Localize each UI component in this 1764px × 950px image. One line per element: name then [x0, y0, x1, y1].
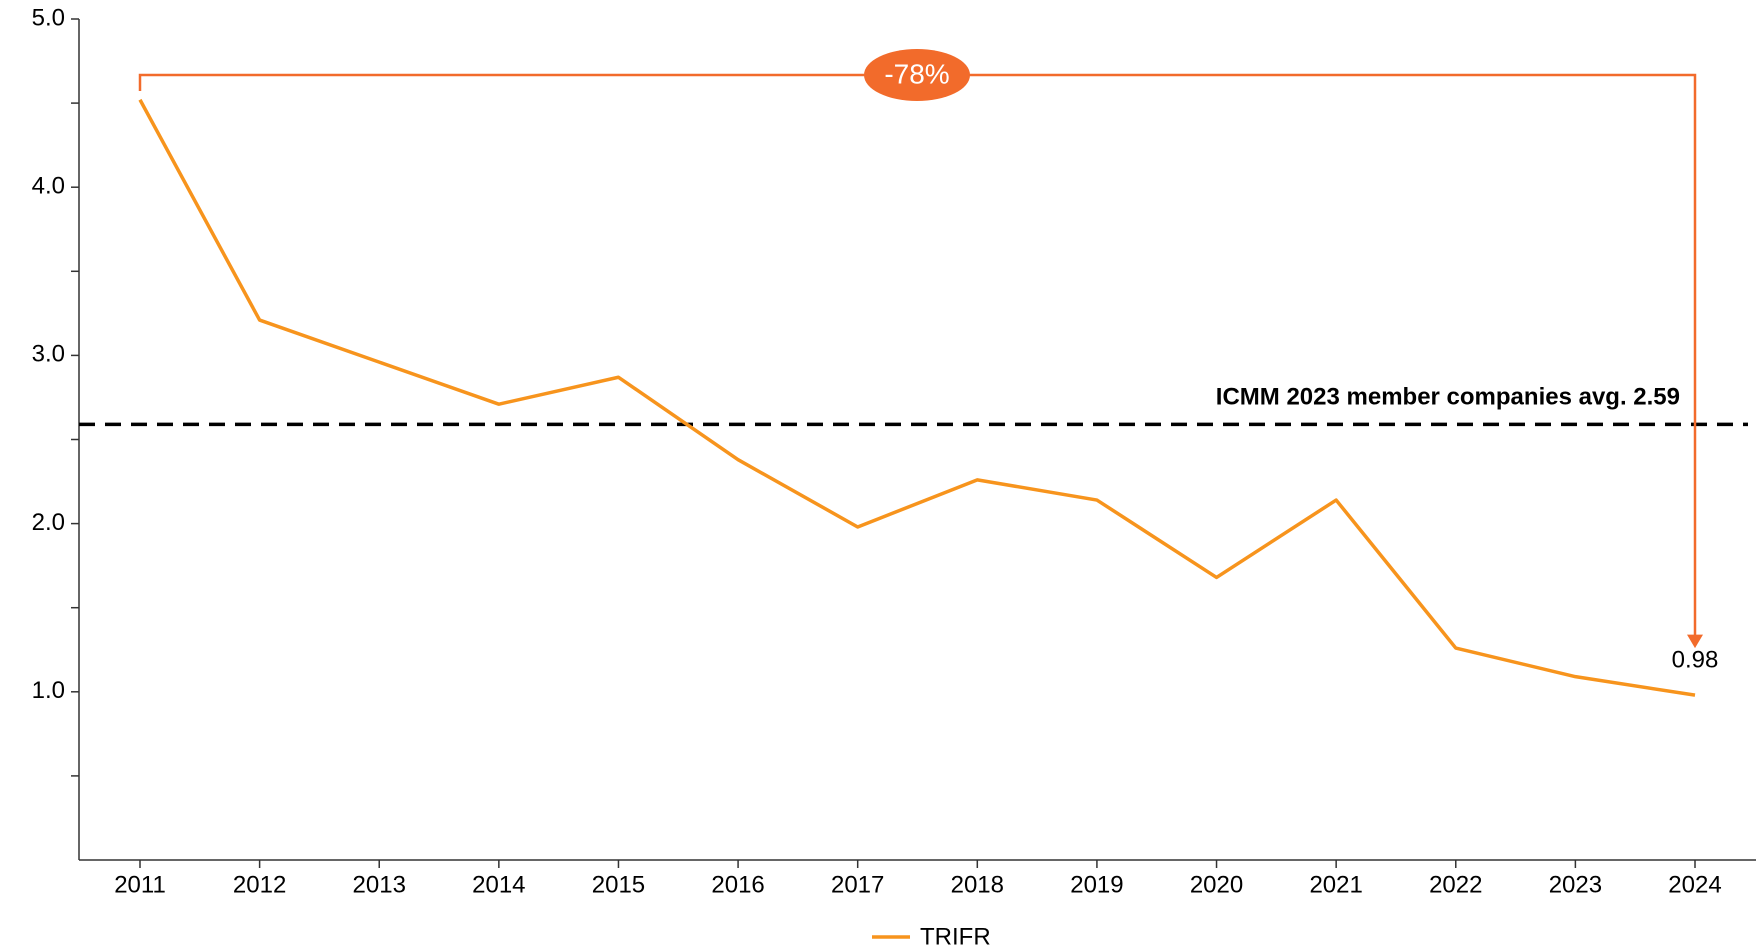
- y-tick-label: 2.0: [32, 509, 65, 536]
- annotation-arrowhead: [1687, 634, 1703, 649]
- x-tick-label: 2017: [831, 871, 884, 898]
- annotation-text: -78%: [884, 58, 949, 89]
- x-tick-label: 2022: [1429, 871, 1482, 898]
- x-tick-label: 2020: [1190, 871, 1243, 898]
- x-tick-label: 2013: [353, 871, 406, 898]
- x-tick-label: 2014: [472, 871, 525, 898]
- x-tick-label: 2018: [951, 871, 1004, 898]
- x-tick-label: 2016: [711, 871, 764, 898]
- x-tick-label: 2015: [592, 871, 645, 898]
- x-tick-label: 2023: [1549, 871, 1602, 898]
- y-tick-label: 3.0: [32, 341, 65, 368]
- annotation-bracket: [138, 73, 1697, 638]
- series-line: [138, 98, 1696, 697]
- annotation-badge: [864, 49, 970, 101]
- legend-label: TRIFR: [920, 923, 991, 950]
- x-tick-label: 2021: [1309, 871, 1362, 898]
- y-tick-label: 5.0: [32, 4, 65, 31]
- reference-label: ICMM 2023 member companies avg. 2.59: [1216, 384, 1680, 411]
- y-tick-label: 1.0: [32, 677, 65, 704]
- x-tick-label: 2011: [114, 871, 166, 898]
- y-tick-label: 4.0: [32, 173, 65, 200]
- data-label: 0.98: [1672, 647, 1719, 674]
- x-tick-label: 2012: [233, 871, 286, 898]
- x-tick-label: 2019: [1070, 871, 1123, 898]
- x-tick-label: 2024: [1668, 871, 1721, 898]
